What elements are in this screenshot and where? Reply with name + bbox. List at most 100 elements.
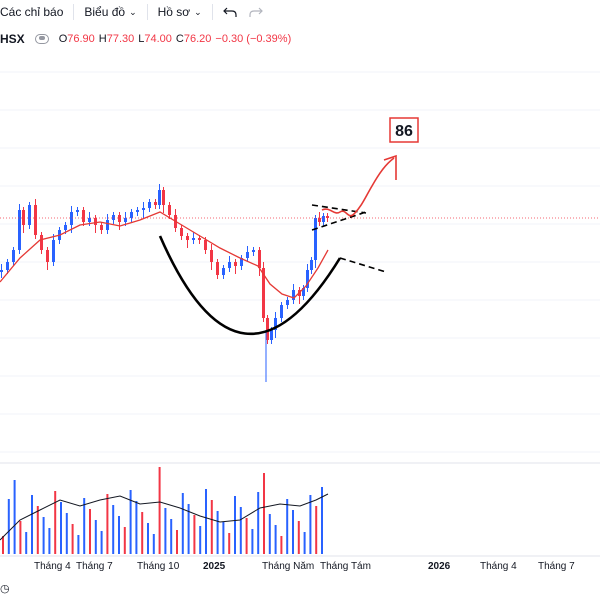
open-label: O [58,33,68,45]
volume-bar [123,527,126,554]
candle-body [280,305,283,318]
volume-bar [94,520,97,554]
volume-bar [286,499,289,554]
volume-bar [210,500,213,554]
volume-bar [170,519,173,554]
volume-bar [222,522,225,554]
candle-body [210,250,213,262]
volume-bar [36,506,39,554]
volume-bar [31,495,33,554]
volume-bar [129,490,132,554]
volume-bar [106,494,109,554]
low-value: 74.00 [144,33,172,45]
candle-body [326,216,329,218]
volume-bar [274,525,277,554]
indicators-button[interactable]: Các chỉ báo [0,0,69,24]
candle-body [186,236,189,240]
moving-average-line [0,211,329,299]
ohlc-legend: HSX O 76.90 H 77.30 L 74.00 C 76.20 −0.30 (−… [0,30,295,48]
symbol-exchange[interactable]: HSX [0,32,25,46]
top-toolbar: Các chỉ báo Biểu đồ ⌄ Hồ sơ ⌄ [0,0,600,24]
candle-body [112,215,115,220]
volume-bar [147,523,149,554]
candle-body [262,268,265,318]
volume-bar [54,491,57,554]
eye-icon[interactable] [34,34,49,44]
redo-button[interactable] [243,0,269,24]
candle-body [76,210,79,212]
x-axis-tick-label: Tháng Tám [320,561,371,572]
candle-body [192,238,195,240]
undo-button[interactable] [217,0,243,24]
volume-bar [118,516,120,554]
indicators-label: Các chỉ báo [0,5,64,19]
candle-body [168,205,171,215]
candle-body [158,190,161,205]
volume-bar [321,487,323,554]
volume-bar [303,532,306,554]
clock-icon[interactable]: ◷ [0,583,10,595]
volume-bar [164,508,167,554]
candle-body [52,240,55,262]
volume-bar [239,507,242,554]
profile-menu-label: Hồ sơ [157,5,191,19]
candle-body [314,218,317,260]
candle-body [198,238,201,240]
change-value: −0.30 (−0.39%) [215,33,292,45]
chart-menu-button[interactable]: Biểu đồ ⌄ [78,0,142,24]
x-axis-tick-label: Tháng 4 [480,561,517,572]
volume-bar [65,513,68,554]
candle-body [274,318,277,330]
candle-body [154,202,157,205]
candle-body [270,330,273,340]
candle-body [310,260,313,270]
candle-body [124,218,127,222]
candle-body [64,225,67,230]
volume-bar [257,492,260,554]
toolbar-divider [146,4,148,20]
volume-bar [152,534,155,554]
candle-body [252,250,255,252]
volume-bar [7,499,10,554]
profile-menu-button[interactable]: Hồ sơ ⌄ [152,0,208,24]
volume-bar [135,501,138,554]
low-label: L [138,33,145,45]
volume-bar [25,532,28,554]
volume-average-line [0,493,329,541]
volume-bar [83,498,86,554]
chart-menu-label: Biểu đồ [84,5,126,19]
volume-bar [100,531,103,554]
candle-body [162,190,165,205]
candle-body [322,216,325,222]
candle-body [22,210,25,225]
candle-body [46,250,49,262]
breakout-arrow-drawing [321,157,395,217]
time-axis: Tháng 4 Tháng 7 Tháng 10 2025 Tháng Năm Tháng… [34,561,575,572]
x-axis-tick-label: Tháng Năm [262,561,314,572]
candle-body [82,210,85,222]
volume-bar [112,505,115,554]
volume-bar [216,511,219,554]
volume-bar [187,504,190,554]
candle-body [306,270,309,288]
toolbar-divider [73,4,75,20]
x-axis-tick-label: 2025 [203,561,226,572]
candle-body [292,290,295,300]
candlestick-series [0,184,329,382]
candle-body [258,250,261,268]
volume-bar [19,521,22,554]
candle-body [34,205,37,235]
chart-grid [0,71,600,557]
x-axis-tick-label: 2026 [428,561,451,572]
candle-body [88,218,91,222]
candle-body [148,202,151,208]
volume-pane [2,467,323,554]
candle-body [94,218,97,225]
volume-bar [251,529,254,554]
x-axis-tick-label: Tháng 10 [137,561,180,572]
target-label: 86 [395,123,413,140]
x-axis-tick-label: Tháng 7 [538,561,575,572]
candle-body [266,318,269,340]
candle-body [130,212,133,218]
